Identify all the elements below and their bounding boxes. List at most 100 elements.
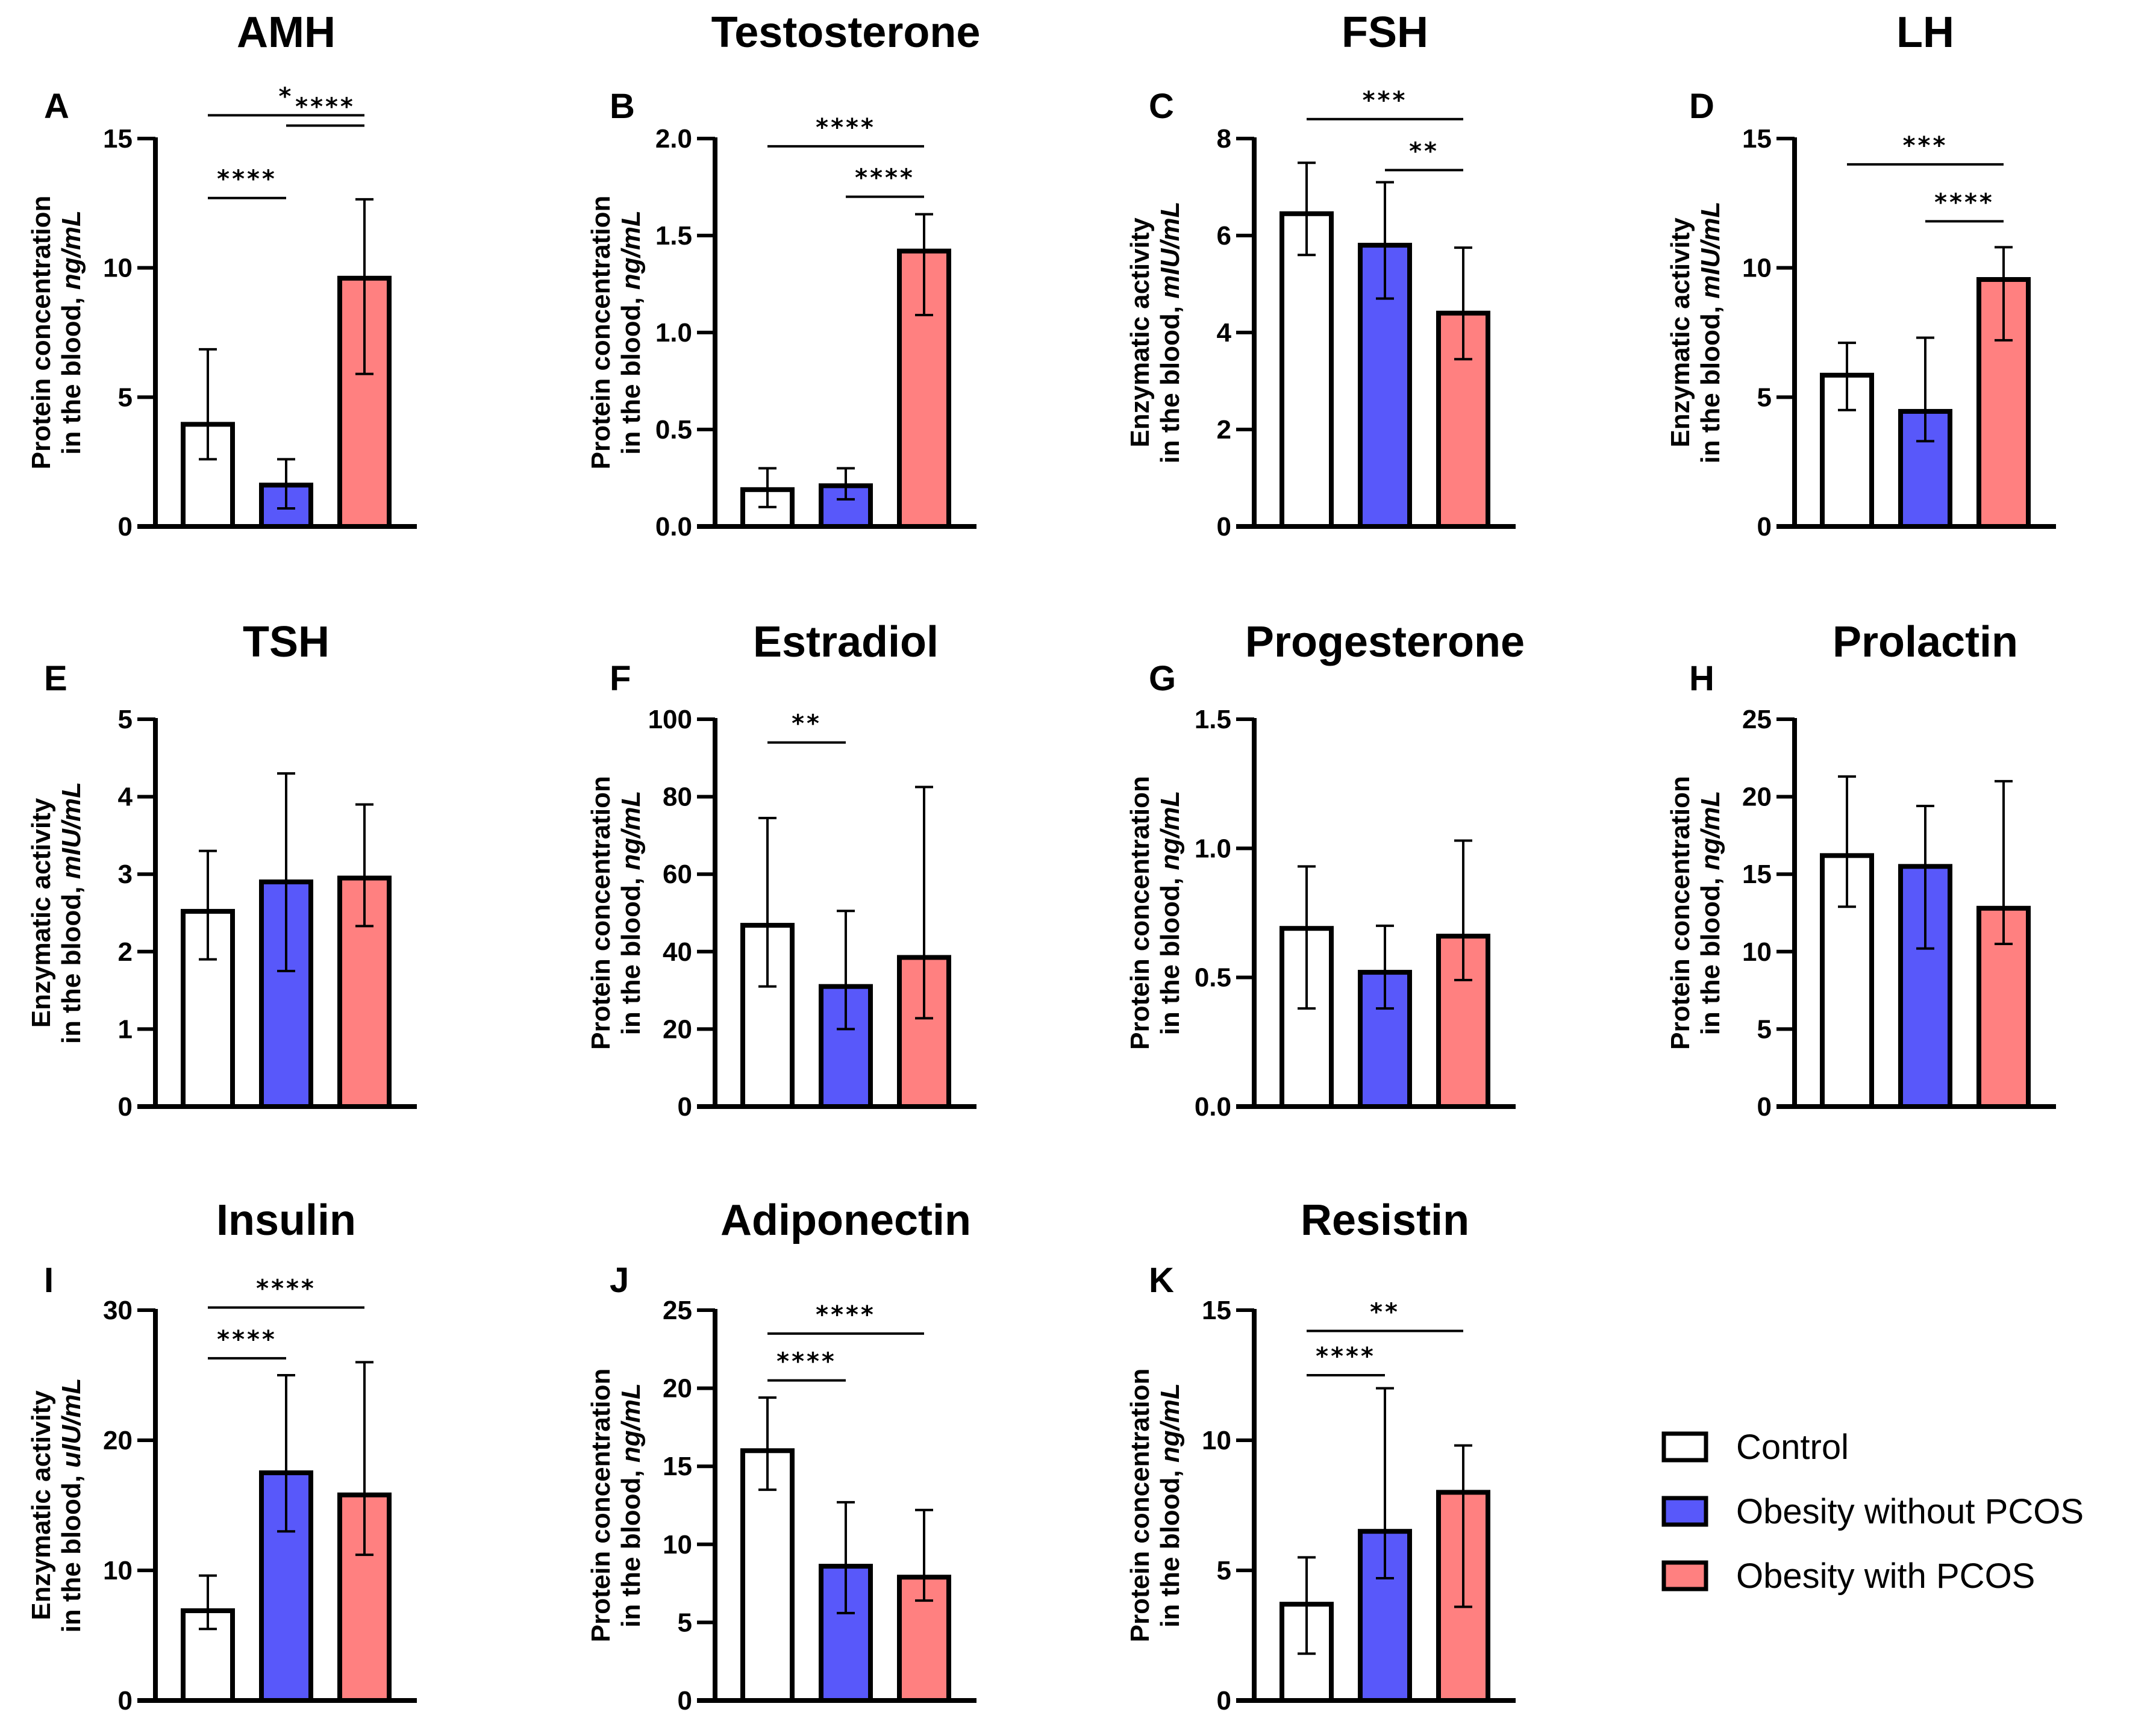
y-axis-label-line2: in the blood, ng/mL xyxy=(57,210,86,455)
y-tick-label: 15 xyxy=(1742,124,1772,154)
significance-label: **** xyxy=(1934,189,1995,216)
y-tick-label: 20 xyxy=(103,1426,133,1455)
y-tick-label: 0 xyxy=(1217,512,1231,542)
panel-title: FSH xyxy=(1342,8,1428,57)
y-tick-label: 0 xyxy=(118,1092,133,1122)
y-tick-label: 10 xyxy=(103,254,133,283)
y-tick-label: 10 xyxy=(1202,1426,1231,1455)
panel-title: Resistin xyxy=(1301,1196,1469,1245)
y-tick-label: 4 xyxy=(1217,318,1232,348)
y-axis-label-unit: mIU/mL xyxy=(1155,201,1185,298)
y-tick-label: 5 xyxy=(1757,383,1772,412)
y-tick-label: 0 xyxy=(118,1686,133,1716)
panel-a: AMH A Protein concentration in the blood, n… xyxy=(27,8,417,542)
y-tick-label: 30 xyxy=(103,1296,133,1325)
y-tick-label: 0.0 xyxy=(655,512,692,542)
y-tick-label: 0 xyxy=(1757,1092,1772,1122)
y-tick-label: 80 xyxy=(663,782,692,812)
legend-swatch-control xyxy=(1661,1431,1708,1463)
y-axis-label-prefix: in the blood, xyxy=(57,1468,86,1633)
y-tick-label: 2 xyxy=(118,937,133,967)
y-tick-label: 4 xyxy=(118,782,133,812)
panel-letter: D xyxy=(1689,87,1714,126)
y-axis-label-line1: Enzymatic activity xyxy=(1125,217,1155,448)
bar-obesity-with-pcos xyxy=(1976,905,2031,1110)
y-axis-label-line2: in the blood, mIU/mL xyxy=(57,782,86,1044)
y-tick-label: 25 xyxy=(1742,705,1772,734)
y-axis-label-line1: Protein concentration xyxy=(1666,776,1695,1050)
y-axis-label-prefix: in the blood, xyxy=(1155,870,1185,1035)
legend-label: Control xyxy=(1736,1428,1849,1467)
significance-label: *** xyxy=(1363,87,1408,114)
y-axis-label-line1: Enzymatic activity xyxy=(27,798,56,1028)
significance-label: **** xyxy=(776,1348,837,1376)
y-tick-label: 2 xyxy=(1217,415,1231,445)
y-axis-label-unit: uIU/mL xyxy=(57,1378,86,1468)
legend-swatch-obesity-without-pcos xyxy=(1661,1496,1708,1527)
significance-label: ** xyxy=(792,710,822,738)
y-axis-label-prefix: in the blood, xyxy=(1155,299,1185,464)
legend-swatch-obesity-with-pcos xyxy=(1661,1560,1708,1591)
y-tick-label: 25 xyxy=(663,1296,692,1325)
significance-label: **** xyxy=(816,114,876,142)
panel-e: TSH E Enzymatic activity in the blood, mIU/… xyxy=(27,618,417,1122)
y-axis-label-unit: ng/mL xyxy=(1155,1383,1185,1463)
y-tick-label: 15 xyxy=(1202,1296,1231,1325)
y-tick-label: 0.5 xyxy=(1195,963,1231,993)
y-tick-label: 1.0 xyxy=(1195,834,1231,863)
y-tick-label: 5 xyxy=(678,1608,692,1637)
panel-title: Adiponectin xyxy=(720,1196,971,1245)
panel-k: Resistin K Protein concentration in the blo… xyxy=(1125,1196,1516,1716)
y-axis-label-line1: Protein concentration xyxy=(586,1369,616,1643)
y-tick-label: 0 xyxy=(118,512,133,542)
y-tick-label: 3 xyxy=(118,860,133,889)
y-tick-label: 40 xyxy=(663,937,692,967)
y-tick-label: 6 xyxy=(1217,221,1231,251)
y-axis-label-line1: Enzymatic activity xyxy=(27,1390,56,1620)
y-tick-label: 0 xyxy=(1217,1686,1231,1716)
panel-i: Insulin I Enzymatic activity in the blood, … xyxy=(27,1196,417,1716)
y-axis-label-line2: in the blood, mIU/mL xyxy=(1696,201,1725,463)
y-tick-label: 0.0 xyxy=(1195,1092,1231,1122)
panel-d: LH D Enzymatic activity in the blood, mIU/m… xyxy=(1666,8,2056,542)
panel-h: Prolactin H Protein concentration in the bl… xyxy=(1666,618,2056,1122)
y-tick-label: 0 xyxy=(1757,512,1772,542)
bar-control xyxy=(1280,211,1334,529)
panel-b: Testosterone B Protein concentration in the… xyxy=(586,8,980,542)
panel-letter: H xyxy=(1689,659,1714,698)
legend-label: Obesity with PCOS xyxy=(1736,1557,2035,1596)
significance-label: *** xyxy=(1903,132,1948,160)
y-axis-label-line2: in the blood, mIU/mL xyxy=(1155,201,1185,463)
y-axis-label-prefix: in the blood, xyxy=(616,870,646,1035)
bar-control xyxy=(1820,372,1874,529)
y-tick-label: 5 xyxy=(1217,1556,1231,1585)
significance-label: ** xyxy=(1409,137,1439,165)
panel-letter: I xyxy=(44,1261,54,1300)
significance-label: **** xyxy=(1316,1343,1376,1370)
y-axis-label-unit: ng/mL xyxy=(57,210,86,290)
y-axis-label-unit: ng/mL xyxy=(616,1383,646,1463)
y-tick-label: 0 xyxy=(678,1686,692,1716)
y-axis-label-prefix: in the blood, xyxy=(616,290,646,455)
y-tick-label: 10 xyxy=(1742,937,1772,967)
y-tick-label: 2.0 xyxy=(655,124,692,154)
y-axis-label-unit: mIU/mL xyxy=(57,782,86,879)
y-tick-label: 0.5 xyxy=(655,415,692,445)
panel-title: Prolactin xyxy=(1833,618,2018,666)
y-tick-label: 20 xyxy=(663,1374,692,1404)
bar-control xyxy=(181,422,235,529)
bar-obesity-with-pcos xyxy=(337,275,392,529)
y-axis-label-line1: Enzymatic activity xyxy=(1666,217,1695,448)
legend: Control Obesity without PCOS Obesity with … xyxy=(1661,1428,2084,1596)
y-axis-label-unit: ng/mL xyxy=(1696,791,1725,870)
panel-letter: C xyxy=(1149,87,1174,126)
panel-title: Insulin xyxy=(216,1196,356,1245)
y-axis-label-line2: in the blood, ng/mL xyxy=(616,1383,646,1628)
panel-title: Testosterone xyxy=(711,8,981,57)
significance-label: * xyxy=(279,83,294,110)
y-tick-label: 5 xyxy=(118,705,133,734)
panel-letter: B xyxy=(610,87,635,126)
y-tick-label: 1.5 xyxy=(655,221,692,251)
panel-letter: E xyxy=(44,659,67,698)
